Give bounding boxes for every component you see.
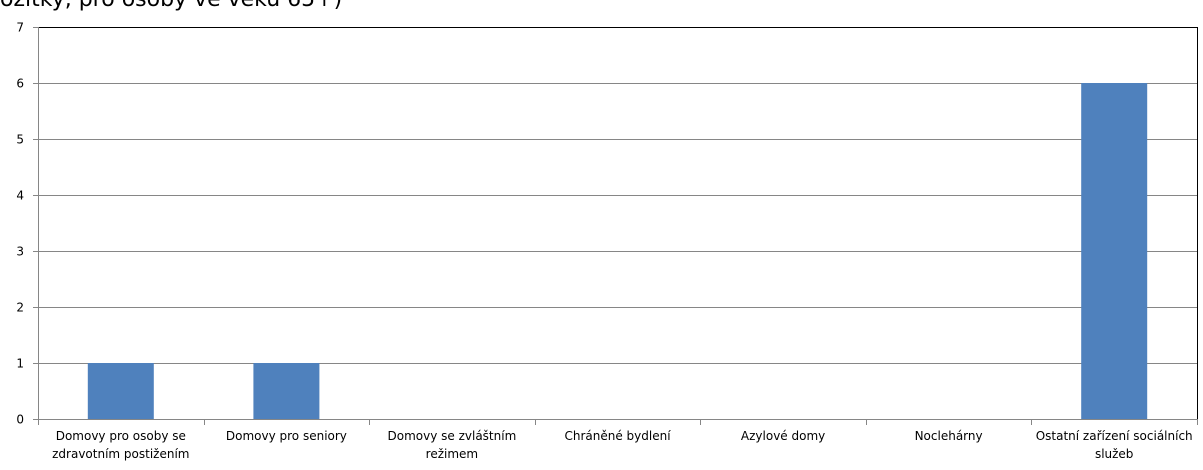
x-tick-label: Domovy pro osoby se zdravotním postižením — [52, 429, 189, 461]
x-tick-label: Ostatní zařízení sociálních služeb — [1036, 429, 1193, 461]
x-tick-label: Domovy se zvláštním režimem — [388, 429, 517, 461]
y-tick-label: 4 — [16, 189, 24, 203]
y-tick-label: 7 — [16, 21, 24, 35]
bar — [87, 363, 154, 419]
y-tick-label: 6 — [16, 77, 24, 91]
x-tick-label: Chráněné bydlení — [564, 429, 671, 443]
x-tick-label: Azylové domy — [741, 429, 825, 443]
bar — [253, 363, 320, 419]
y-tick-label: 3 — [16, 245, 24, 259]
x-tick-label: Domovy pro seniory — [226, 429, 347, 443]
y-tick-label: 1 — [16, 357, 24, 371]
y-tick-label: 5 — [16, 133, 24, 147]
y-tick-label: 2 — [16, 301, 24, 315]
x-tick-label: Noclehárny — [915, 429, 983, 443]
bar — [1081, 83, 1148, 419]
clipped-caption: ožitky, pro osoby ve věku 65+) — [0, 0, 342, 11]
y-tick-label: 0 — [16, 413, 24, 427]
